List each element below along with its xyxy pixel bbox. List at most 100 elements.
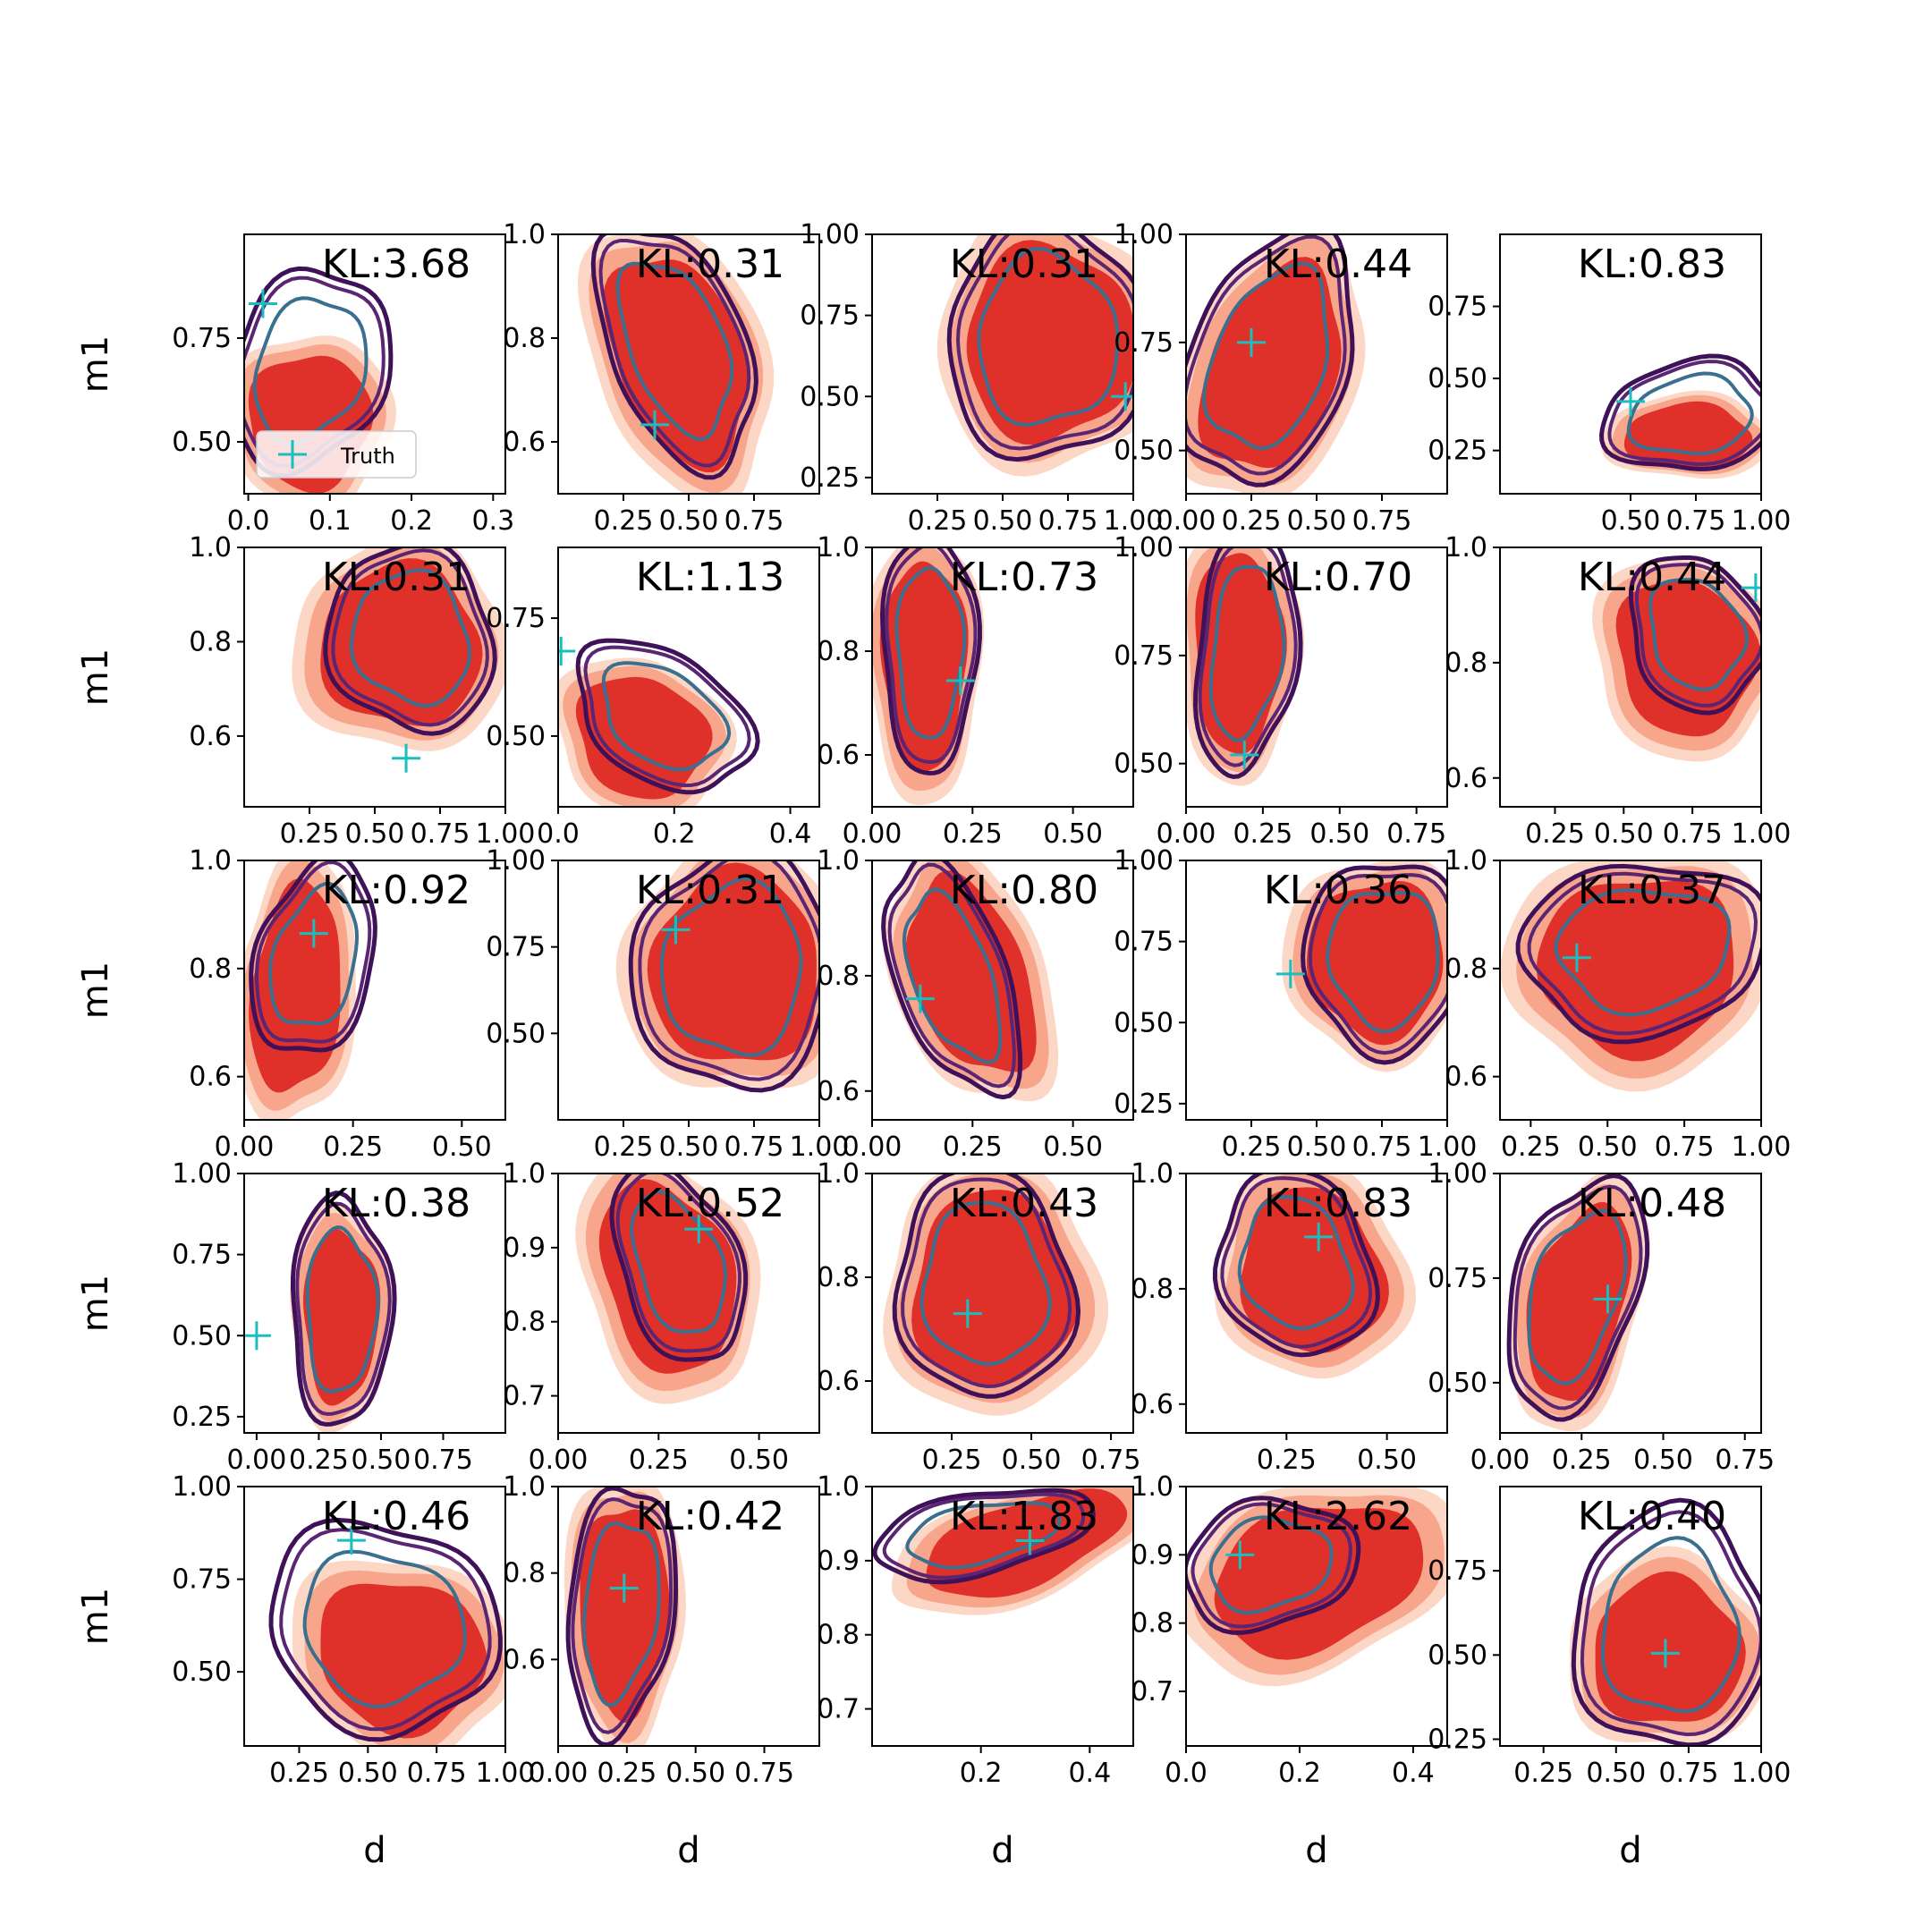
x-tick-label: 0.0 xyxy=(1165,1758,1208,1789)
density-layers xyxy=(872,547,985,806)
axes-frame xyxy=(1185,547,1448,808)
axes-frame xyxy=(557,547,820,808)
subplot: KL:0.70 0.00 0.25 0.50 0.75 0.50 0.75 1.00 xyxy=(1114,532,1448,850)
axes-frame xyxy=(1499,1173,1762,1434)
x-tick-label: 1.00 xyxy=(476,1758,536,1789)
y-tick-label: 1.0 xyxy=(503,219,546,250)
y-tick-label: 1.00 xyxy=(486,845,546,877)
density-layers xyxy=(564,1487,686,1746)
truth-marker xyxy=(905,984,935,1013)
axes-frame xyxy=(871,547,1134,808)
density-layers xyxy=(1598,353,1761,479)
contour-outer xyxy=(609,1174,749,1362)
truth-marker xyxy=(392,743,421,773)
kl-label: KL:0.37 xyxy=(1578,868,1726,913)
subplot: KL:2.62 0.0 0.2 0.4 0.7 0.8 0.9 1.0 xyxy=(1131,1471,1448,1789)
x-tick-label: 1.00 xyxy=(1732,505,1792,537)
x-tick-label: 0.75 xyxy=(1386,818,1446,850)
x-tick-label: 0.0 xyxy=(227,505,270,537)
contour-outer xyxy=(946,234,1133,462)
y-tick-label: 1.0 xyxy=(1131,1158,1174,1190)
density-layers xyxy=(1186,234,1366,494)
x-tick-label: 0.50 xyxy=(729,1445,789,1476)
contour-inner xyxy=(305,1225,380,1394)
y-tick-label: 0.50 xyxy=(172,427,232,458)
contour-inner xyxy=(905,1501,1062,1570)
y-axis-label: m1 xyxy=(75,648,116,706)
y-tick-label: 0.6 xyxy=(817,740,860,771)
y-axis-label: m1 xyxy=(75,1588,116,1645)
contour-middle xyxy=(1580,1510,1761,1737)
density-layers xyxy=(292,547,505,773)
x-tick-label: 0.50 xyxy=(352,1445,411,1476)
y-tick-label: 0.7 xyxy=(503,1381,546,1412)
y-tick-label: 0.75 xyxy=(1428,292,1487,323)
subplot: KL:0.31 0.25 0.50 0.75 0.6 0.8 1.0 xyxy=(503,219,820,537)
density-layers xyxy=(883,1174,1108,1416)
y-tick-label: 0.75 xyxy=(1114,927,1174,958)
y-tick-label: 1.0 xyxy=(817,845,860,877)
kl-label: KL:1.13 xyxy=(636,555,784,600)
contour-outer xyxy=(249,860,377,1053)
subplot: KL:0.310.25 0.50 0.75 1.000.500.751.00 xyxy=(486,845,849,1163)
truth-marker xyxy=(1225,1540,1255,1570)
x-tick-label: 0.75 xyxy=(413,1445,473,1476)
contour-middle xyxy=(887,862,1016,1089)
contour-inner xyxy=(1208,1515,1334,1615)
truth-marker xyxy=(1015,1526,1045,1555)
contour-inner xyxy=(601,661,732,772)
x-tick-label: 0.25 xyxy=(289,1445,349,1476)
x-tick-label: 0.75 xyxy=(1666,505,1726,537)
y-tick-label: 1.00 xyxy=(1114,532,1174,564)
y-tick-label: 0.6 xyxy=(1445,763,1487,794)
contour-middle xyxy=(885,547,978,765)
x-axis-label: d xyxy=(677,1830,699,1871)
density-fill-core xyxy=(879,561,969,772)
density-fill-core xyxy=(249,878,341,1093)
kl-label: KL:0.40 xyxy=(1578,1494,1726,1539)
x-tick-label: 0.50 xyxy=(659,1131,719,1163)
contour-middle xyxy=(583,645,751,788)
subplot: KL:0.31 0.25 0.50 0.75 1.00 0.6 0.8 1.0 xyxy=(189,532,535,850)
contour-middle xyxy=(598,239,751,468)
kl-label: KL:3.68 xyxy=(322,242,470,287)
y-axis-label: m1 xyxy=(75,962,116,1019)
axes-frame xyxy=(557,1173,820,1434)
x-tick-label: 0.25 xyxy=(943,1131,1003,1163)
contour-outer xyxy=(323,547,497,736)
y-tick-label: 0.8 xyxy=(189,953,232,985)
contour-outer xyxy=(1186,234,1355,487)
y-tick-label: 0.8 xyxy=(503,1558,546,1589)
y-tick-label: 0.75 xyxy=(800,301,860,332)
x-tick-label: 0.75 xyxy=(1081,1445,1141,1476)
density-fill-core xyxy=(303,1228,381,1406)
kl-label: KL:0.92 xyxy=(322,868,470,913)
y-tick-label: 0.8 xyxy=(1131,1608,1174,1640)
contour-inner xyxy=(302,1549,467,1708)
subplot: KL:0.380.00 0.25 0.50 0.750.250.500.751.00 xyxy=(172,1158,506,1476)
y-tick-label: 0.75 xyxy=(486,603,546,634)
contour-inner xyxy=(902,887,1003,1064)
x-tick-label: 0.75 xyxy=(1655,1131,1715,1163)
x-axis-label: d xyxy=(1619,1830,1641,1871)
x-tick-label: 0.2 xyxy=(1278,1758,1321,1789)
y-tick-label: 0.6 xyxy=(817,1076,860,1107)
axes-frame xyxy=(243,860,506,1121)
contour-middle xyxy=(1527,871,1758,1036)
y-tick-label: 1.0 xyxy=(817,1471,860,1503)
y-tick-label: 1.00 xyxy=(172,1158,232,1190)
subplot: KL:0.830.50 0.75 1.000.250.500.75 xyxy=(1428,233,1792,537)
y-tick-label: 0.9 xyxy=(817,1546,860,1577)
x-tick-label: 1.00 xyxy=(1418,1131,1478,1163)
x-tick-label: 0.00 xyxy=(1157,505,1216,537)
x-tick-label: 0.25 xyxy=(594,505,654,537)
contour-inner xyxy=(1648,578,1750,692)
y-tick-label: 0.7 xyxy=(817,1694,860,1725)
subplot: KL:0.37 0.25 0.50 0.75 1.00 0.6 0.8 1.0 xyxy=(1445,845,1791,1163)
x-tick-label: 0.4 xyxy=(1068,1758,1111,1789)
contour-middle xyxy=(254,860,372,1044)
y-tick-label: 1.0 xyxy=(503,1471,546,1503)
contour-inner xyxy=(919,1200,1052,1367)
contour-outer xyxy=(881,860,1023,1100)
x-tick-label: 0.25 xyxy=(1513,1758,1573,1789)
